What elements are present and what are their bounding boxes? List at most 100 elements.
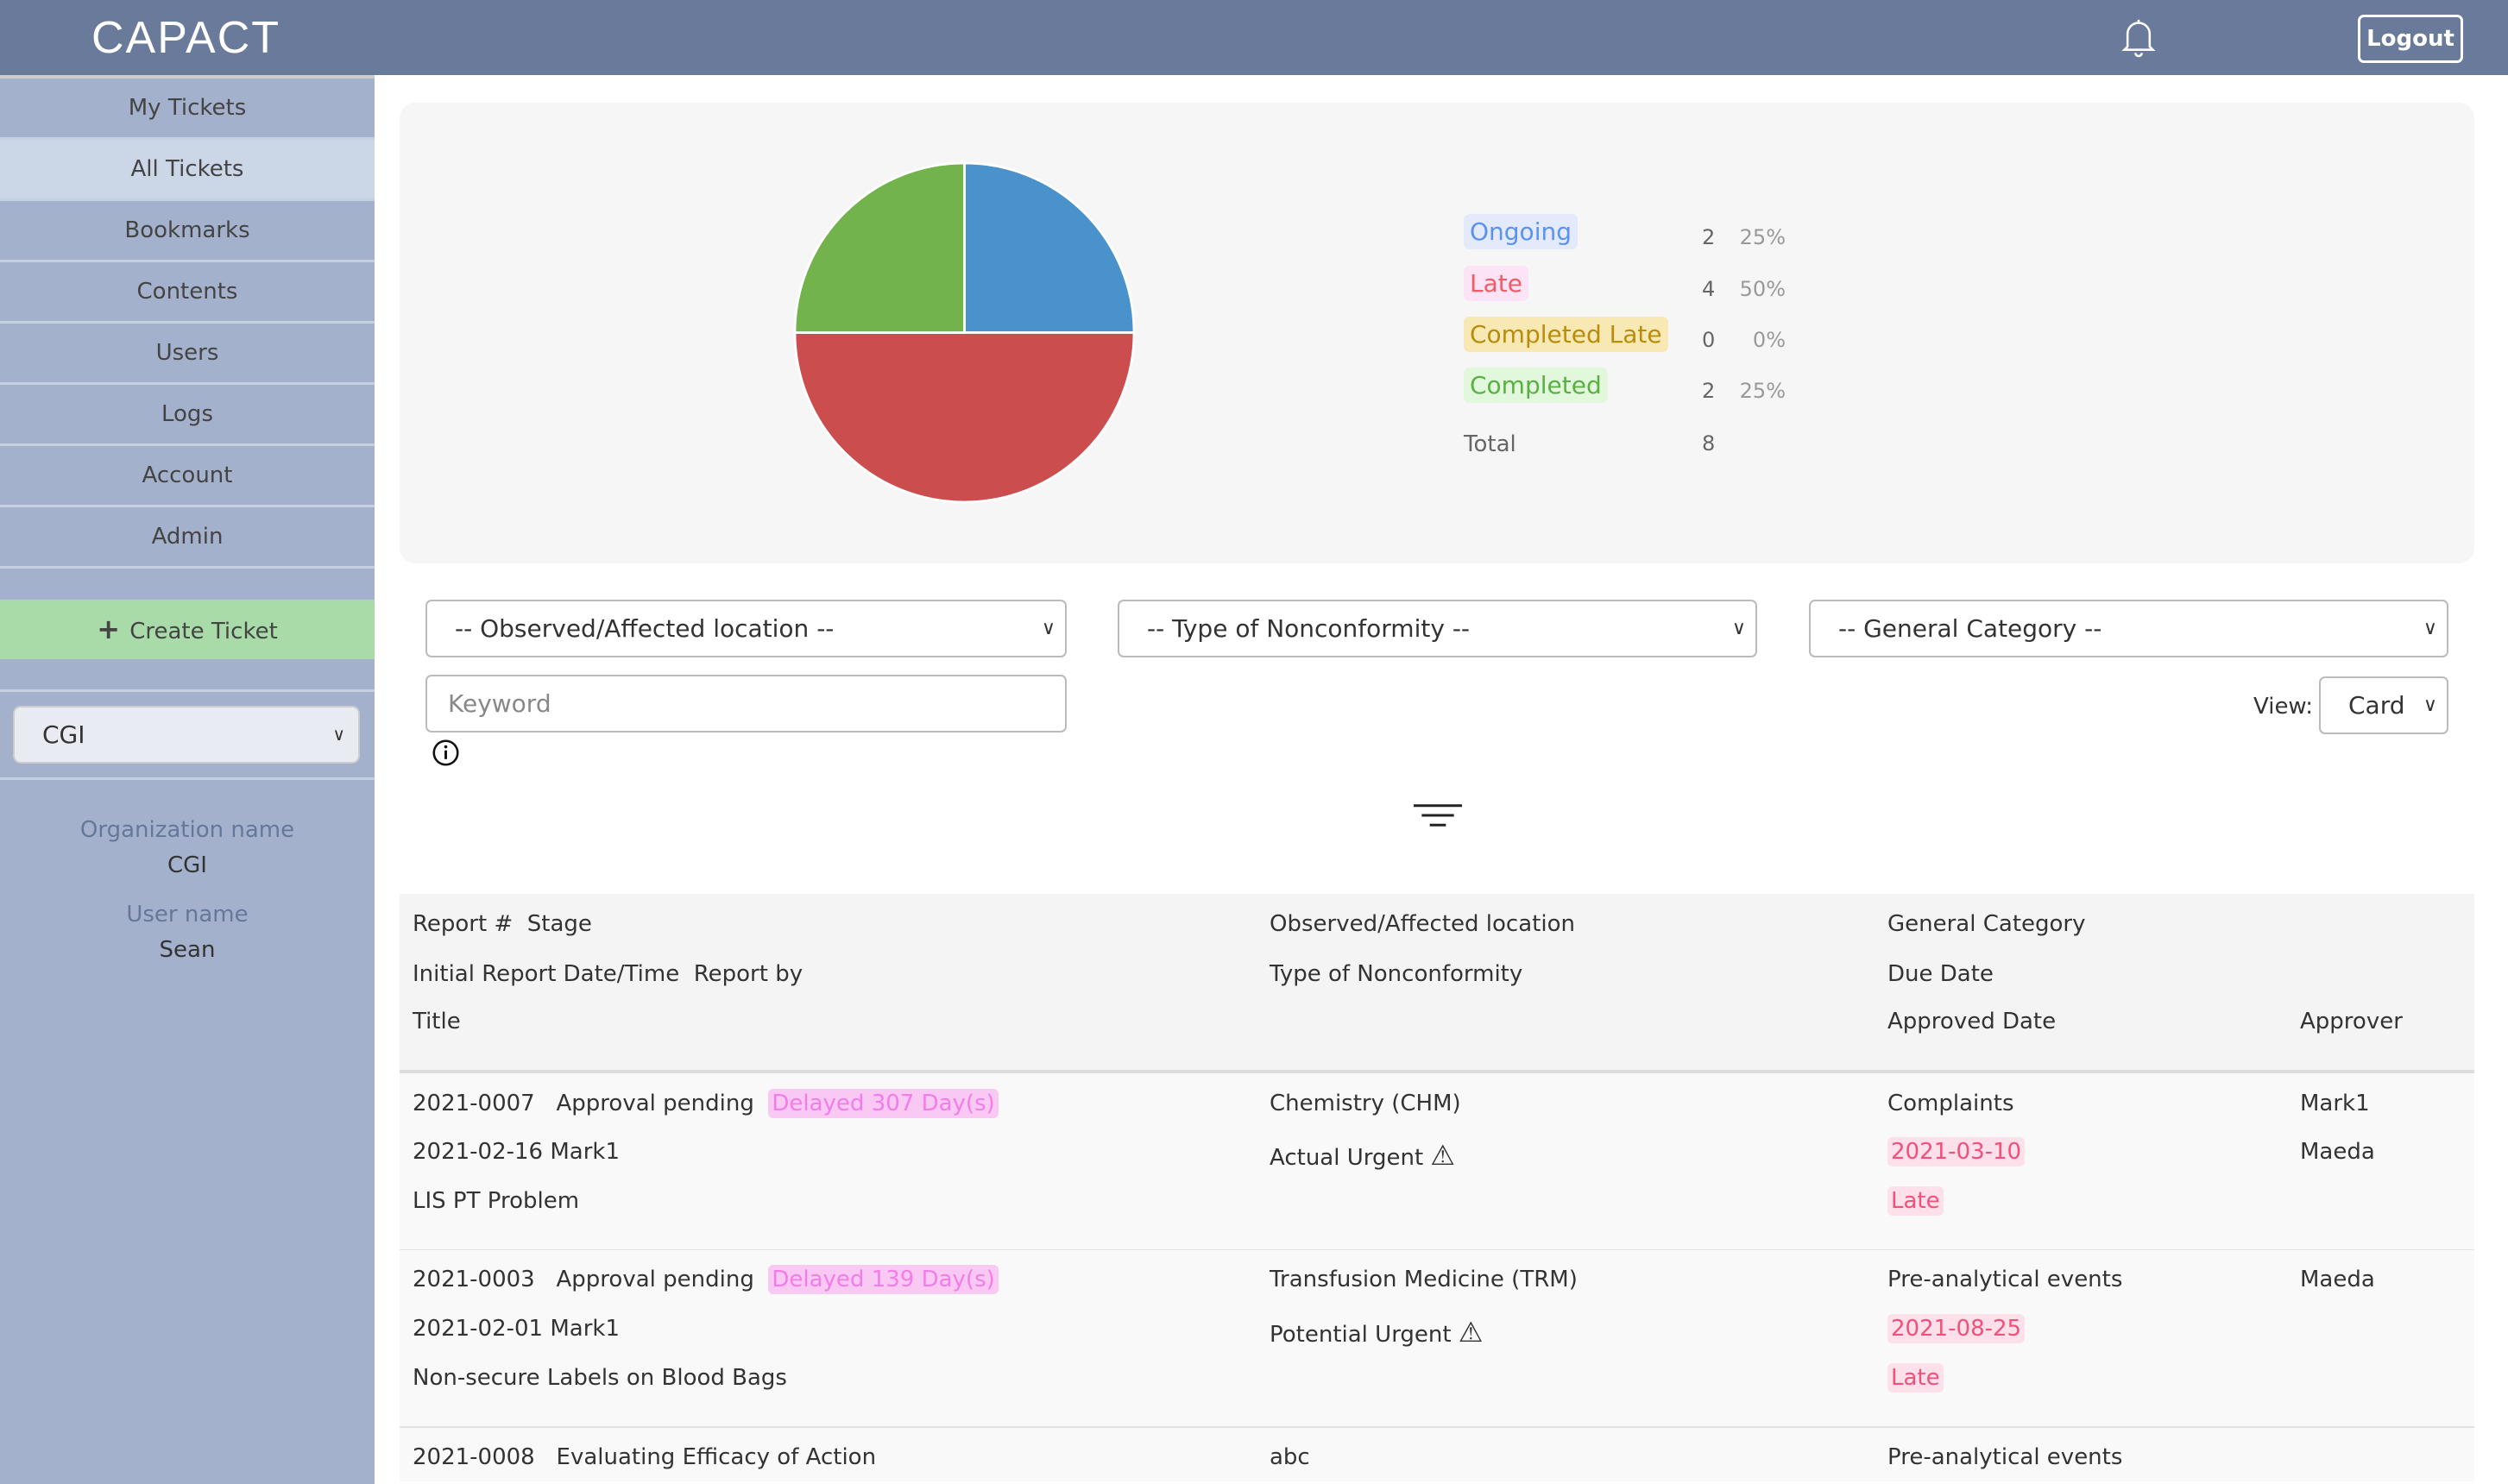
info-icon[interactable] xyxy=(432,739,460,767)
initial-date-reporter: 2021-02-01 Mark1 xyxy=(413,1316,621,1342)
keyword-placeholder: Keyword xyxy=(448,689,551,718)
header-location[interactable]: Observed/Affected location xyxy=(1270,911,1575,937)
sort-filter-icon[interactable] xyxy=(1414,802,1462,828)
legend-label: Late xyxy=(1464,266,1528,301)
header-due-date[interactable]: Due Date xyxy=(1887,961,1994,987)
chevron-down-icon: ∨ xyxy=(332,724,345,745)
legend-count: 2 xyxy=(1702,379,1716,403)
category: Pre-analytical events xyxy=(1887,1444,2123,1470)
header-type[interactable]: Type of Nonconformity xyxy=(1270,961,1523,987)
type-filter-value: -- Type of Nonconformity -- xyxy=(1147,614,1471,643)
view-select[interactable]: Card ∨ xyxy=(2319,676,2448,734)
logo[interactable]: CAPACT xyxy=(91,13,281,63)
pie-slice-ongoing[interactable] xyxy=(963,161,1136,334)
category-filter-value: -- General Category -- xyxy=(1838,614,2102,643)
sidebar-item-all-tickets[interactable]: All Tickets xyxy=(0,140,375,201)
header-initial-date[interactable]: Initial Report Date/Time xyxy=(413,961,680,987)
nonconformity-type: Actual Urgent xyxy=(1270,1145,1424,1171)
user-name-label: User name xyxy=(126,902,249,928)
keyword-input[interactable]: Keyword xyxy=(425,675,1067,733)
bell-icon[interactable] xyxy=(2120,16,2158,58)
summary-panel xyxy=(400,103,2474,563)
chevron-down-icon: ∨ xyxy=(1041,618,1056,639)
header-report-number[interactable]: Report # xyxy=(413,911,514,937)
legend-label: Completed xyxy=(1464,368,1608,403)
sidebar-item-users[interactable]: Users xyxy=(0,324,375,385)
view-label: View: xyxy=(2253,694,2314,720)
header-approver[interactable]: Approver xyxy=(2300,1009,2403,1034)
location: Transfusion Medicine (TRM) xyxy=(1270,1267,1578,1292)
header-approved-date[interactable]: Approved Date xyxy=(1887,1009,2057,1034)
pie-slice-late[interactable] xyxy=(793,331,1136,504)
divider xyxy=(0,689,375,692)
chevron-down-icon: ∨ xyxy=(1731,618,1746,639)
location: Chemistry (CHM) xyxy=(1270,1091,1461,1116)
ticket-title[interactable]: Non-secure Labels on Blood Bags xyxy=(413,1365,787,1391)
legend-count: 2 xyxy=(1702,225,1716,249)
sidebar-item-admin[interactable]: Admin xyxy=(0,507,375,569)
pie-slice-completed[interactable] xyxy=(793,161,966,334)
approver: Maeda xyxy=(2300,1139,2375,1165)
sidebar-item-logs[interactable]: Logs xyxy=(0,385,375,446)
category: Pre-analytical events xyxy=(1887,1267,2123,1292)
sidebar-item-contents[interactable]: Contents xyxy=(0,262,375,324)
legend-label: Ongoing xyxy=(1464,214,1578,249)
approver: Maeda xyxy=(2300,1267,2375,1292)
top-bar: CAPACT Logout xyxy=(0,0,2508,75)
sidebar-item-account[interactable]: Account xyxy=(0,446,375,507)
location-filter-select[interactable]: -- Observed/Affected location -- ∨ xyxy=(425,600,1067,657)
organization-select-value: CGI xyxy=(42,720,85,749)
sidebar-item-bookmarks[interactable]: Bookmarks xyxy=(0,201,375,262)
chevron-down-icon: ∨ xyxy=(2423,695,2437,716)
category-filter-select[interactable]: -- General Category -- ∨ xyxy=(1809,600,2448,657)
location: abc xyxy=(1270,1444,1310,1470)
legend-completed-late: Completed Late xyxy=(1464,317,1668,362)
legend-percent: 50% xyxy=(1739,277,1786,301)
sidebar-item-my-tickets[interactable]: My Tickets xyxy=(0,79,375,140)
legend-late: Late xyxy=(1464,266,1528,311)
legend-percent: 25% xyxy=(1739,379,1786,403)
nonconformity-type: Potential Urgent xyxy=(1270,1322,1452,1348)
due-date: 2021-03-10 xyxy=(1887,1137,2026,1166)
logout-button[interactable]: Logout xyxy=(2358,15,2463,63)
legend-completed: Completed xyxy=(1464,368,1608,412)
plus-icon: + xyxy=(97,613,130,645)
chevron-down-icon: ∨ xyxy=(2423,618,2437,639)
legend-percent: 0% xyxy=(1752,328,1786,352)
status-pie-chart xyxy=(793,161,1136,504)
report-number: 2021-0003 xyxy=(413,1267,535,1292)
initial-date-reporter: 2021-02-16 Mark1 xyxy=(413,1139,621,1165)
report-number: 2021-0007 xyxy=(413,1091,535,1116)
total-count: 8 xyxy=(1702,431,1716,456)
delay-badge: Delayed 307 Day(s) xyxy=(768,1089,999,1118)
legend-count: 0 xyxy=(1702,328,1716,352)
status-badge: Late xyxy=(1887,1363,1944,1393)
approver: Mark1 xyxy=(2300,1091,2370,1116)
table-row[interactable]: 2021-0008 Evaluating Efficacy of Action … xyxy=(400,1428,2474,1481)
table-row[interactable]: 2021-0003 Approval pending Delayed 139 D… xyxy=(400,1250,2474,1429)
org-name-label: Organization name xyxy=(79,817,295,843)
category: Complaints xyxy=(1887,1091,2014,1116)
stage: Approval pending xyxy=(556,1091,754,1116)
type-filter-select[interactable]: -- Type of Nonconformity -- ∨ xyxy=(1118,600,1757,657)
stage: Evaluating Efficacy of Action xyxy=(556,1444,877,1470)
header-stage[interactable]: Stage xyxy=(526,911,592,937)
create-ticket-button[interactable]: + Create Ticket xyxy=(0,600,375,659)
user-name-value: Sean xyxy=(159,937,216,963)
header-title[interactable]: Title xyxy=(413,1009,461,1034)
total-label: Total xyxy=(1464,431,1516,457)
divider xyxy=(0,777,375,780)
due-date: 2021-08-25 xyxy=(1887,1314,2026,1343)
report-number: 2021-0008 xyxy=(413,1444,535,1470)
organization-select[interactable]: CGI ∨ xyxy=(13,706,360,764)
header-category[interactable]: General Category xyxy=(1887,911,2086,937)
table-row[interactable]: 2021-0007 Approval pending Delayed 307 D… xyxy=(400,1073,2474,1252)
location-filter-value: -- Observed/Affected location -- xyxy=(455,614,835,643)
legend-ongoing: Ongoing xyxy=(1464,214,1578,259)
stage: Approval pending xyxy=(556,1267,754,1292)
status-badge: Late xyxy=(1887,1186,1944,1216)
legend-count: 4 xyxy=(1702,277,1716,301)
header-report-by[interactable]: Report by xyxy=(693,961,803,987)
legend-label: Completed Late xyxy=(1464,317,1668,352)
ticket-title[interactable]: LIS PT Problem xyxy=(413,1188,580,1214)
